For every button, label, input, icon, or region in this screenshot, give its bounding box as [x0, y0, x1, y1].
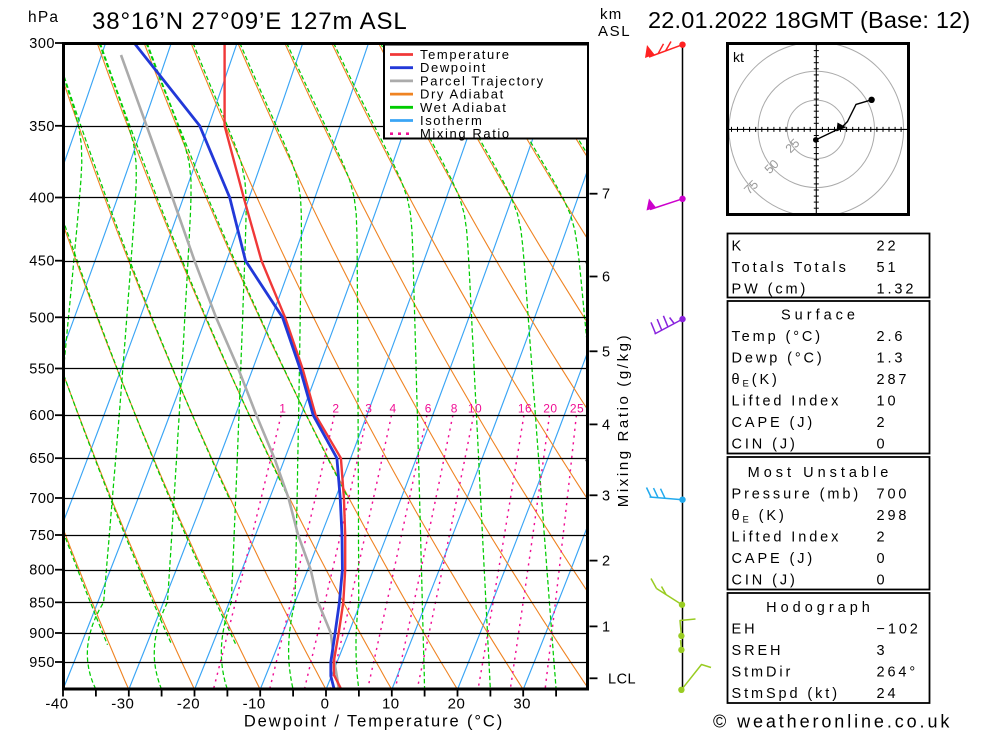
svg-text:CIN (J): CIN (J)	[732, 573, 798, 589]
svg-text:θE (K): θE (K)	[732, 508, 787, 526]
svg-text:Lifted Index: Lifted Index	[732, 530, 842, 546]
svg-text:SREH: SREH	[732, 643, 784, 659]
svg-text:LCL: LCL	[608, 671, 636, 687]
svg-text:1.3: 1.3	[877, 350, 906, 366]
svg-text:30: 30	[513, 696, 531, 713]
svg-text:2: 2	[877, 415, 888, 431]
svg-text:PW (cm): PW (cm)	[732, 281, 809, 297]
svg-text:ASL: ASL	[598, 23, 631, 40]
svg-text:Lifted Index: Lifted Index	[732, 393, 842, 409]
svg-text:2.6: 2.6	[877, 329, 906, 345]
svg-text:900: 900	[29, 626, 55, 642]
svg-text:3: 3	[365, 402, 372, 416]
svg-text:Hodograph: Hodograph	[766, 600, 874, 616]
svg-text:Dewpoint: Dewpoint	[420, 60, 487, 75]
svg-text:Dewpoint / Temperature (°C): Dewpoint / Temperature (°C)	[244, 713, 504, 731]
svg-text:1: 1	[602, 619, 611, 635]
svg-text:24: 24	[877, 686, 899, 702]
svg-text:650: 650	[29, 451, 55, 467]
svg-text:Totals Totals: Totals Totals	[732, 260, 849, 276]
svg-text:550: 550	[29, 362, 55, 378]
svg-text:K: K	[732, 238, 745, 254]
svg-text:20: 20	[543, 402, 557, 416]
svg-text:10: 10	[382, 696, 400, 713]
svg-text:StmSpd (kt): StmSpd (kt)	[732, 686, 840, 702]
svg-text:0: 0	[877, 436, 888, 452]
svg-text:-30: -30	[111, 696, 134, 713]
svg-text:CAPE (J): CAPE (J)	[732, 551, 816, 567]
svg-text:θE(K): θE(K)	[732, 372, 780, 390]
svg-text:Temp (°C): Temp (°C)	[732, 329, 824, 345]
svg-text:750: 750	[29, 528, 55, 544]
svg-text:km: km	[600, 6, 622, 23]
svg-text:600: 600	[29, 408, 55, 424]
svg-text:0: 0	[321, 696, 330, 713]
svg-text:EH: EH	[732, 622, 758, 638]
svg-text:Mixing Ratio (g/kg): Mixing Ratio (g/kg)	[615, 333, 632, 507]
svg-text:2: 2	[602, 554, 611, 570]
svg-text:hPa: hPa	[28, 9, 59, 26]
svg-text:500: 500	[29, 310, 55, 326]
svg-text:51: 51	[877, 260, 899, 276]
svg-text:Isotherm: Isotherm	[420, 113, 483, 128]
svg-text:Temperature: Temperature	[420, 47, 511, 62]
svg-text:287: 287	[877, 372, 910, 388]
svg-text:© weatheronline.co.uk: © weatheronline.co.uk	[713, 712, 952, 732]
svg-text:CAPE (J): CAPE (J)	[732, 415, 816, 431]
svg-text:−102: −102	[877, 622, 921, 638]
svg-text:Dewp (°C): Dewp (°C)	[732, 350, 825, 366]
svg-text:10: 10	[877, 393, 899, 409]
svg-text:300: 300	[29, 36, 55, 52]
svg-text:2: 2	[877, 530, 888, 546]
svg-text:0: 0	[877, 573, 888, 589]
svg-text:CIN (J): CIN (J)	[732, 436, 798, 452]
svg-text:Pressure (mb): Pressure (mb)	[732, 487, 862, 503]
svg-text:6: 6	[602, 270, 611, 286]
svg-text:850: 850	[29, 595, 55, 611]
svg-text:1.32: 1.32	[877, 281, 917, 297]
svg-text:3: 3	[877, 643, 888, 659]
svg-text:3: 3	[602, 488, 611, 504]
svg-text:Surface: Surface	[781, 307, 859, 323]
svg-text:800: 800	[29, 563, 55, 579]
svg-text:22.01.2022 18GMT (Base: 12): 22.01.2022 18GMT (Base: 12)	[648, 7, 970, 33]
svg-text:264°: 264°	[877, 665, 919, 681]
svg-text:20: 20	[448, 696, 466, 713]
svg-text:450: 450	[29, 254, 55, 270]
svg-text:Most Unstable: Most Unstable	[748, 465, 893, 481]
svg-text:8: 8	[451, 402, 458, 416]
svg-text:1: 1	[279, 402, 286, 416]
svg-text:25: 25	[570, 402, 584, 416]
svg-text:350: 350	[29, 119, 55, 135]
svg-text:StmDir: StmDir	[732, 665, 794, 681]
svg-text:400: 400	[29, 191, 55, 207]
svg-text:298: 298	[877, 508, 910, 524]
svg-text:2: 2	[332, 402, 339, 416]
svg-text:700: 700	[29, 491, 55, 507]
svg-text:10: 10	[468, 402, 482, 416]
svg-text:-40: -40	[45, 696, 68, 713]
svg-text:Mixing Ratio: Mixing Ratio	[420, 126, 511, 141]
svg-text:0: 0	[877, 551, 888, 567]
svg-text:-10: -10	[243, 696, 266, 713]
svg-text:4: 4	[390, 402, 397, 416]
svg-text:-20: -20	[177, 696, 200, 713]
svg-text:Wet Adiabat: Wet Adiabat	[420, 100, 507, 115]
svg-text:kt: kt	[733, 49, 744, 65]
svg-text:38°16’N 27°09’E 127m ASL: 38°16’N 27°09’E 127m ASL	[92, 8, 408, 35]
svg-text:Parcel Trajectory: Parcel Trajectory	[420, 73, 545, 88]
svg-text:6: 6	[425, 402, 432, 416]
svg-text:7: 7	[602, 187, 611, 203]
svg-text:5: 5	[602, 344, 611, 360]
svg-text:16: 16	[518, 402, 532, 416]
svg-text:4: 4	[602, 417, 611, 433]
svg-text:Dry Adiabat: Dry Adiabat	[420, 87, 505, 102]
svg-text:950: 950	[29, 655, 55, 671]
svg-text:700: 700	[877, 487, 910, 503]
svg-text:22: 22	[877, 238, 899, 254]
